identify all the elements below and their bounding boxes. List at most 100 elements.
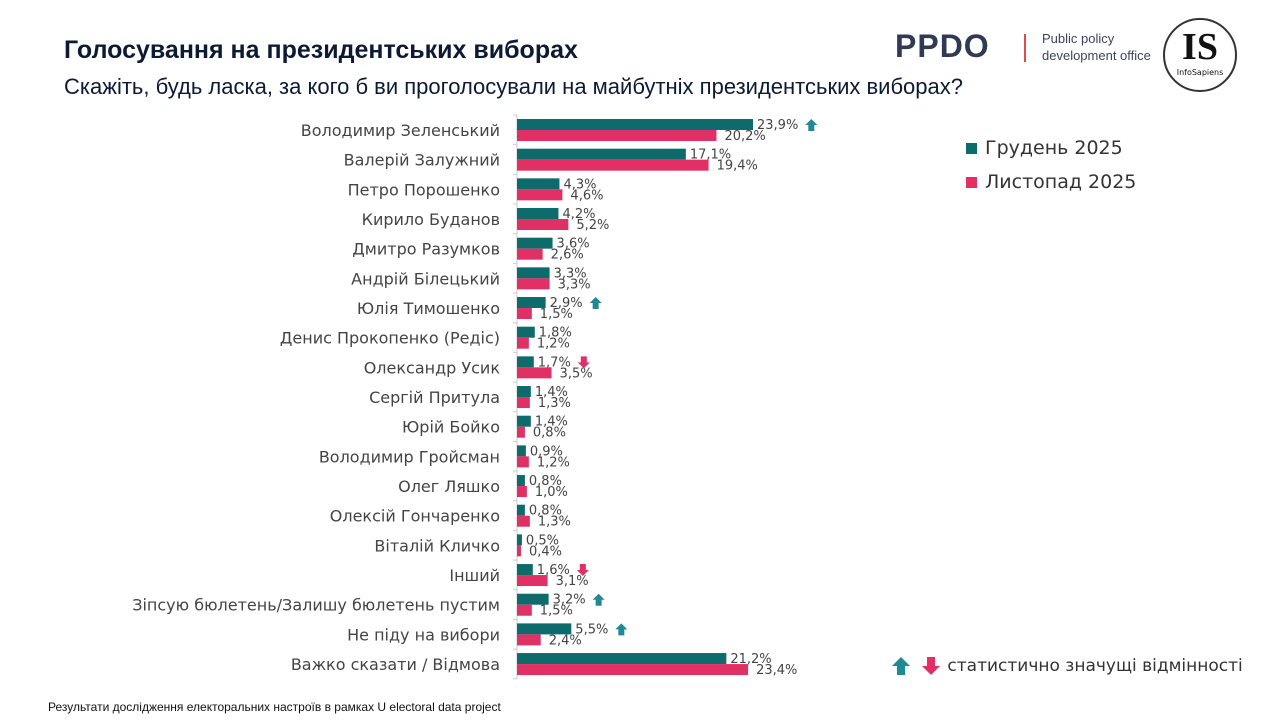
significance-legend-text: статистично значущі відмінності [947, 656, 1243, 676]
legend-label-dec: Грудень 2025 [985, 137, 1123, 159]
data-label: 1,4% [535, 385, 568, 400]
bar-nov [517, 248, 543, 260]
bar-nov [517, 515, 530, 527]
bar-nov [517, 308, 532, 320]
bar-nov [517, 545, 521, 557]
data-label: 3,1% [556, 574, 589, 589]
data-label: 0,4% [529, 544, 562, 559]
bar-nov [517, 456, 529, 468]
bar-nov [517, 604, 532, 616]
category-label: Андрій Білецький [351, 269, 500, 288]
bar-dec [517, 564, 533, 576]
significance-down-arrow-icon [577, 356, 590, 369]
bar-nov [517, 130, 717, 141]
page-subtitle: Скажіть, будь ласка, за кого б ви прогол… [64, 74, 964, 99]
bar-nov [517, 397, 530, 409]
category-label: Олег Ляшко [398, 477, 500, 496]
significance-up-arrow-icon [615, 623, 628, 636]
bar-dec [517, 178, 560, 190]
category-label: Кирило Буданов [362, 210, 500, 229]
significance-up-arrow-icon [589, 297, 602, 310]
data-label: 1,2% [537, 337, 570, 352]
ppdo-text-line1: Public policy [1042, 31, 1115, 46]
bar-dec [517, 623, 572, 635]
category-label: Інший [449, 566, 500, 585]
bar-dec [517, 653, 727, 665]
category-label: Сергій Притула [369, 388, 500, 407]
bar-dec [517, 297, 546, 309]
data-label: 19,4% [717, 159, 758, 174]
infosapiens-logo: IS InfoSapiens [1163, 18, 1237, 92]
data-label: 4,3% [563, 177, 596, 192]
bar-nov [517, 337, 529, 349]
bar-nov [517, 189, 563, 201]
data-label: 3,3% [558, 277, 591, 292]
bar-dec [517, 208, 559, 220]
data-label: 2,6% [551, 248, 584, 263]
bar-nov [517, 426, 525, 438]
data-label: 17,1% [690, 148, 731, 163]
data-label: 20,2% [724, 129, 765, 144]
category-label: Володимир Гройсман [319, 447, 500, 466]
bar-dec [517, 415, 531, 427]
category-label: Петро Порошенко [348, 180, 500, 199]
data-label: 3,2% [553, 593, 586, 608]
bar-dec [517, 504, 525, 516]
data-label: 1,4% [535, 415, 568, 430]
bar-dec [517, 119, 753, 130]
category-label: Юлія Тимошенко [357, 299, 500, 318]
logo-divider [1024, 34, 1026, 62]
category-label: Віталій Кличко [374, 536, 500, 555]
data-label: 1,3% [538, 515, 571, 530]
legend-swatch-dec [966, 143, 977, 154]
category-label: Дмитро Разумков [352, 240, 500, 259]
page-title: Голосування на президентських виборах [64, 36, 578, 64]
bar-dec [517, 445, 526, 457]
bar-dec [517, 237, 553, 249]
data-label: 23,9% [757, 118, 798, 133]
legend-nov: Листопад 2025 [966, 171, 1136, 193]
significance-legend: статистично значущі відмінності [892, 655, 1243, 677]
legend-swatch-nov [966, 177, 977, 188]
legend-dec: Грудень 2025 [966, 137, 1123, 159]
category-label: Валерій Залужний [344, 151, 500, 170]
data-label: 0,8% [533, 426, 566, 441]
significance-down-arrow-icon [576, 564, 589, 577]
bar-dec [517, 326, 535, 338]
category-label: Денис Прокопенко (Редіс) [280, 329, 500, 348]
bar-nov [517, 159, 709, 171]
bar-nov [517, 367, 552, 379]
ppdo-logo-text: Public policy development office [1042, 30, 1151, 64]
bar-nov [517, 575, 548, 587]
category-label: Не піду на вибори [347, 625, 500, 644]
data-label: 5,2% [576, 218, 609, 233]
bar-nov [517, 219, 569, 231]
is-logo-letters: IS [1182, 26, 1218, 68]
bar-dec [517, 356, 534, 368]
bar-nov [517, 486, 527, 498]
data-label: 3,6% [557, 237, 590, 252]
data-label: 0,8% [529, 474, 562, 489]
bar-nov [517, 278, 550, 290]
data-label: 0,8% [529, 504, 562, 519]
data-label: 3,3% [554, 266, 587, 281]
bar-dec [517, 534, 522, 546]
is-logo-name: InfoSapiens [1176, 68, 1224, 77]
data-label: 2,9% [550, 296, 583, 311]
bar-dec [517, 267, 550, 279]
ppdo-text-line2: development office [1042, 48, 1151, 63]
bar-dec [517, 386, 531, 398]
category-label: Володимир Зеленський [301, 121, 500, 140]
data-label: 5,5% [575, 622, 608, 637]
significance-up-arrow-icon [592, 593, 605, 606]
bar-dec [517, 593, 549, 605]
bar-dec [517, 475, 525, 487]
category-label: Олександр Усик [364, 358, 501, 377]
significance-arrows-icon [892, 657, 940, 675]
footer-note: Результати дослідження електоральних нас… [48, 700, 501, 714]
data-label: 4,6% [570, 188, 603, 203]
data-label: 1,7% [538, 355, 571, 370]
data-label: 1,3% [538, 396, 571, 411]
data-label: 3,5% [560, 366, 593, 381]
